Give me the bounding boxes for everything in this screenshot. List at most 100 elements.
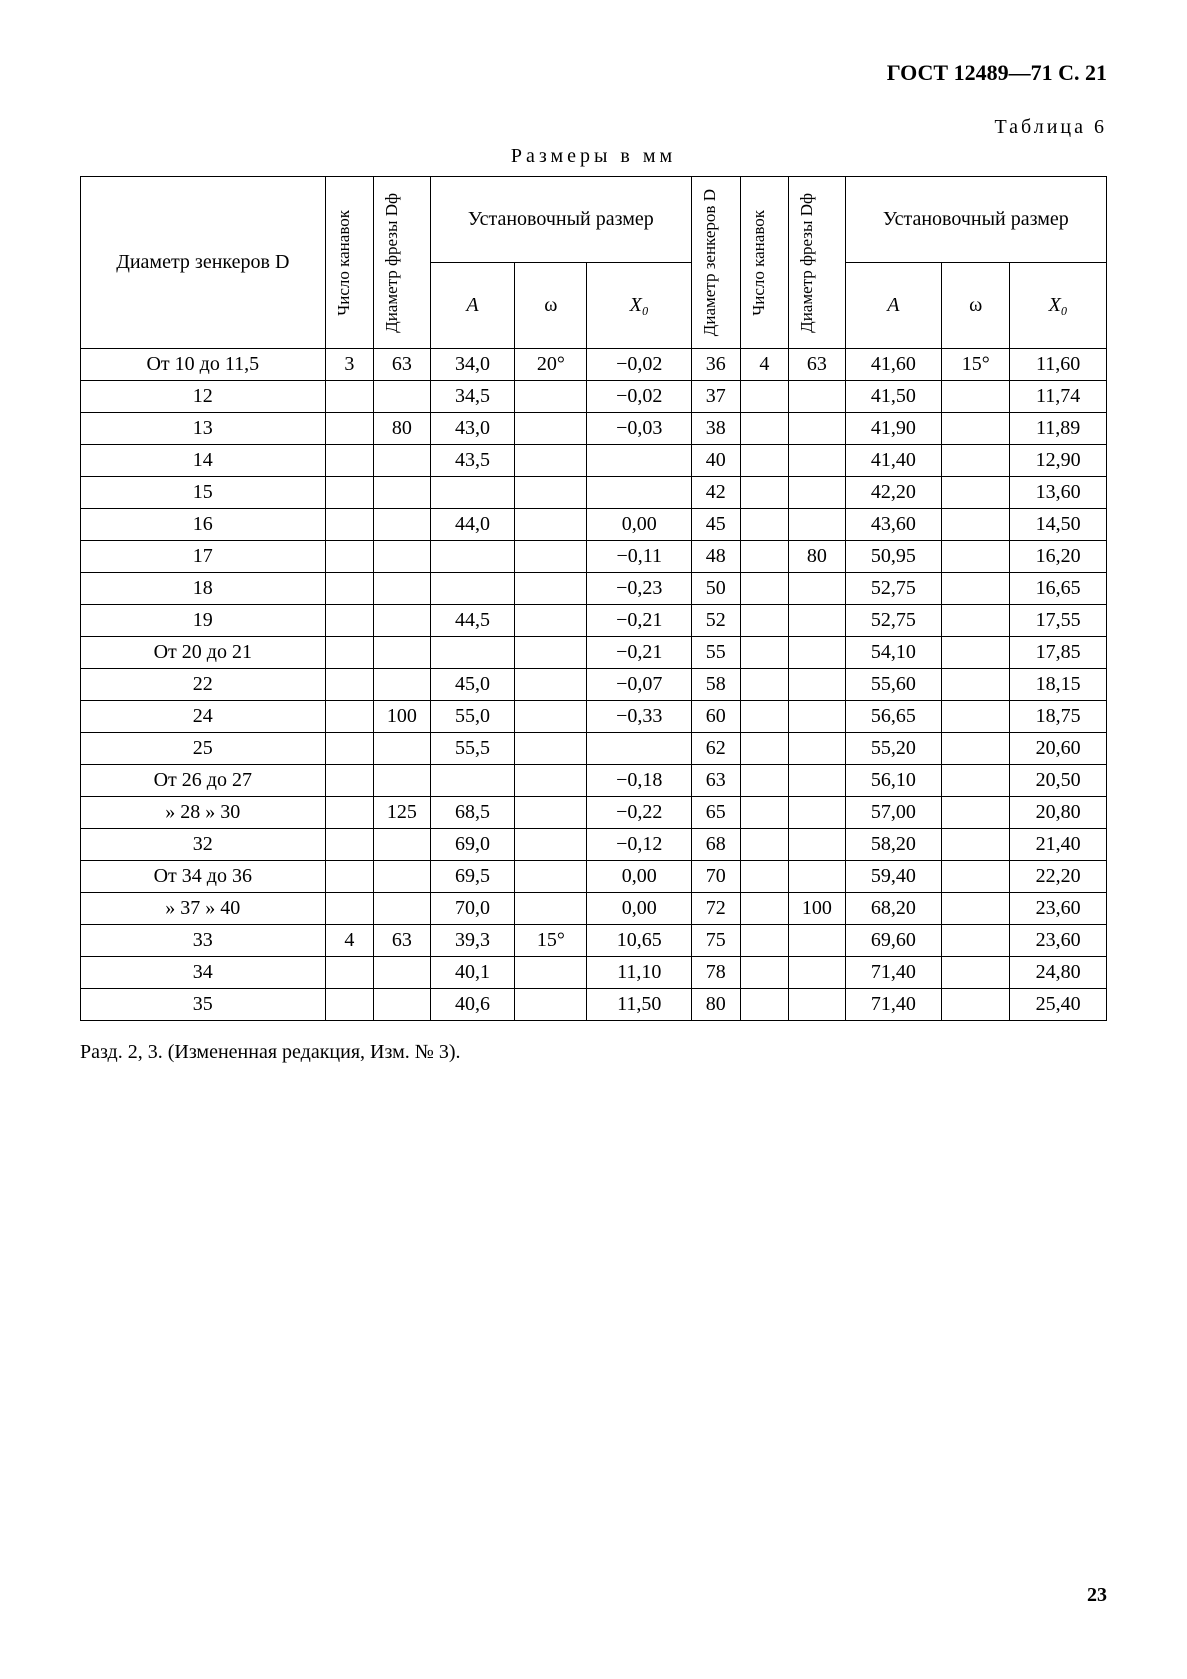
cell: −0,03: [587, 413, 691, 445]
cell: 69,5: [430, 861, 515, 893]
cell: 72: [691, 893, 740, 925]
col-X0: X₀: [587, 263, 691, 349]
cell: [515, 957, 587, 989]
cell: [374, 445, 430, 477]
cell: 25,40: [1010, 989, 1107, 1021]
cell: От 34 до 36: [81, 861, 326, 893]
cell: 55,0: [430, 701, 515, 733]
cell: [515, 797, 587, 829]
table-row: 18−0,235052,7516,65: [81, 573, 1107, 605]
cell: 56,65: [845, 701, 942, 733]
cell: 17,55: [1010, 605, 1107, 637]
cell: 63: [374, 925, 430, 957]
cell: [740, 573, 789, 605]
cell: [942, 765, 1010, 797]
cell: −0,18: [587, 765, 691, 797]
cell: 39,3: [430, 925, 515, 957]
cell: [789, 957, 845, 989]
cell: [374, 669, 430, 701]
cell: [325, 733, 374, 765]
cell: [515, 541, 587, 573]
cell: 44,0: [430, 509, 515, 541]
cell: [789, 829, 845, 861]
cell: [515, 637, 587, 669]
table-row: 1234,5−0,023741,5011,74: [81, 381, 1107, 413]
cell: 78: [691, 957, 740, 989]
cell: [374, 829, 430, 861]
cell: 18,15: [1010, 669, 1107, 701]
cell: [325, 381, 374, 413]
cell: [942, 797, 1010, 829]
table-row: 138043,0−0,033841,9011,89: [81, 413, 1107, 445]
cell: 75: [691, 925, 740, 957]
col-setup-2: Установочный размер: [845, 177, 1106, 263]
cell: [587, 733, 691, 765]
cell: [789, 989, 845, 1021]
cell: [374, 605, 430, 637]
cell: 12: [81, 381, 326, 413]
cell: 40,6: [430, 989, 515, 1021]
cell: [515, 765, 587, 797]
cell: [325, 413, 374, 445]
cell: 63: [789, 349, 845, 381]
cell: 11,60: [1010, 349, 1107, 381]
cell: [942, 445, 1010, 477]
col-diam-frez-2: Диаметр фрезы Dф: [789, 177, 845, 349]
cell: [789, 765, 845, 797]
cell: [515, 989, 587, 1021]
cell: [325, 605, 374, 637]
cell: 19: [81, 605, 326, 637]
cell: [942, 829, 1010, 861]
cell: [942, 957, 1010, 989]
table-body: От 10 до 11,536334,020°−0,023646341,6015…: [81, 349, 1107, 1021]
cell: −0,23: [587, 573, 691, 605]
col-omega-2: ω: [942, 263, 1010, 349]
cell: 62: [691, 733, 740, 765]
cell: 71,40: [845, 957, 942, 989]
cell: 14: [81, 445, 326, 477]
cell: [789, 925, 845, 957]
cell: 13,60: [1010, 477, 1107, 509]
cell: [942, 989, 1010, 1021]
cell: −0,21: [587, 605, 691, 637]
col-A-2: A: [845, 263, 942, 349]
cell: −0,33: [587, 701, 691, 733]
cell: [430, 765, 515, 797]
cell: От 20 до 21: [81, 637, 326, 669]
col-n-grooves-2: Число канавок: [740, 177, 789, 349]
cell: [515, 477, 587, 509]
cell: 71,40: [845, 989, 942, 1021]
cell: [942, 669, 1010, 701]
cell: −0,02: [587, 349, 691, 381]
cell: 11,89: [1010, 413, 1107, 445]
cell: 59,40: [845, 861, 942, 893]
cell: 4: [325, 925, 374, 957]
cell: 43,60: [845, 509, 942, 541]
cell: От 26 до 27: [81, 765, 326, 797]
cell: 13: [81, 413, 326, 445]
cell: 42: [691, 477, 740, 509]
cell: [740, 733, 789, 765]
cell: 80: [789, 541, 845, 573]
cell: 37: [691, 381, 740, 413]
table-row: 3440,111,107871,4024,80: [81, 957, 1107, 989]
cell: 48: [691, 541, 740, 573]
cell: [789, 861, 845, 893]
cell: [740, 861, 789, 893]
cell: [325, 957, 374, 989]
cell: −0,22: [587, 797, 691, 829]
cell: 20,80: [1010, 797, 1107, 829]
cell: 41,40: [845, 445, 942, 477]
cell: [740, 669, 789, 701]
cell: 16,65: [1010, 573, 1107, 605]
cell: 57,00: [845, 797, 942, 829]
col-n-grooves-2-label: Число канавок: [747, 202, 771, 324]
cell: 63: [691, 765, 740, 797]
cell: 100: [374, 701, 430, 733]
cell: 45: [691, 509, 740, 541]
cell: [325, 509, 374, 541]
cell: [374, 509, 430, 541]
cell: −0,12: [587, 829, 691, 861]
cell: [740, 701, 789, 733]
cell: 69,60: [845, 925, 942, 957]
